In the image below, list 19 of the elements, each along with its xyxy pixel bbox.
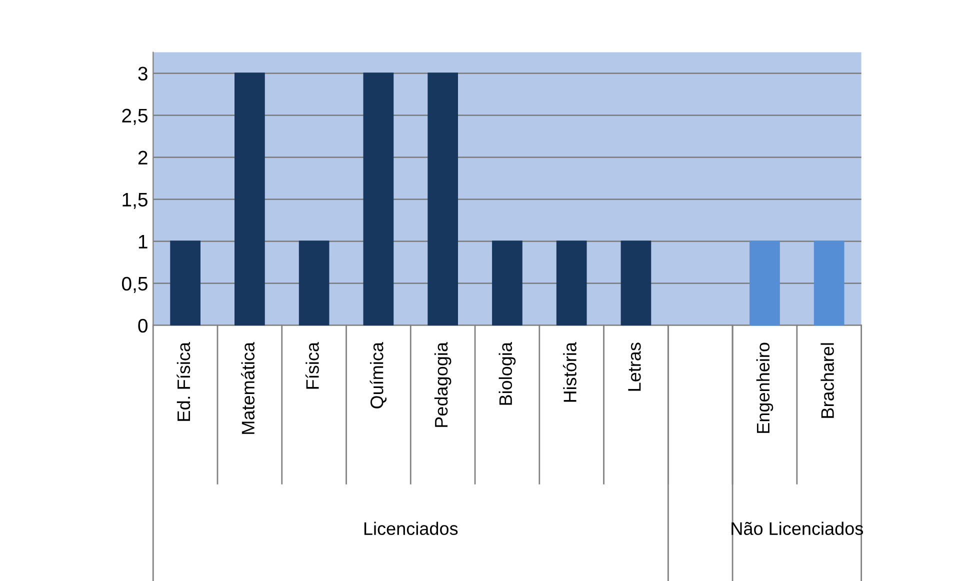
x-tick-label: Engenheiro [756, 342, 774, 433]
text: Não Licenciados [732, 522, 864, 536]
x-tick-label: Bracharel [820, 343, 834, 418]
y-tick-label: 3 [138, 66, 148, 81]
y-tick-label: 0 [138, 318, 148, 333]
x-tick-label: Letras [628, 342, 641, 391]
y-tick-label: 1 [138, 235, 148, 248]
text: Licenciados [364, 522, 458, 536]
x-tick-label: Ed. Física [176, 342, 190, 421]
x-tick-label: Biologia [498, 342, 516, 405]
x-tick-label: Matemática [241, 342, 255, 434]
y-tick-label: 0,5 [122, 276, 148, 293]
y-tick-label: 2,5 [122, 108, 148, 125]
x-tick-label: História [562, 342, 576, 402]
y-tick-label: 2 [138, 150, 148, 164]
y-tick-label: 1,5 [122, 192, 148, 209]
x-tick-label: Física [305, 342, 319, 389]
x-tick-label: Química [370, 342, 387, 408]
x-tick-label: Pedagogia [434, 342, 452, 427]
